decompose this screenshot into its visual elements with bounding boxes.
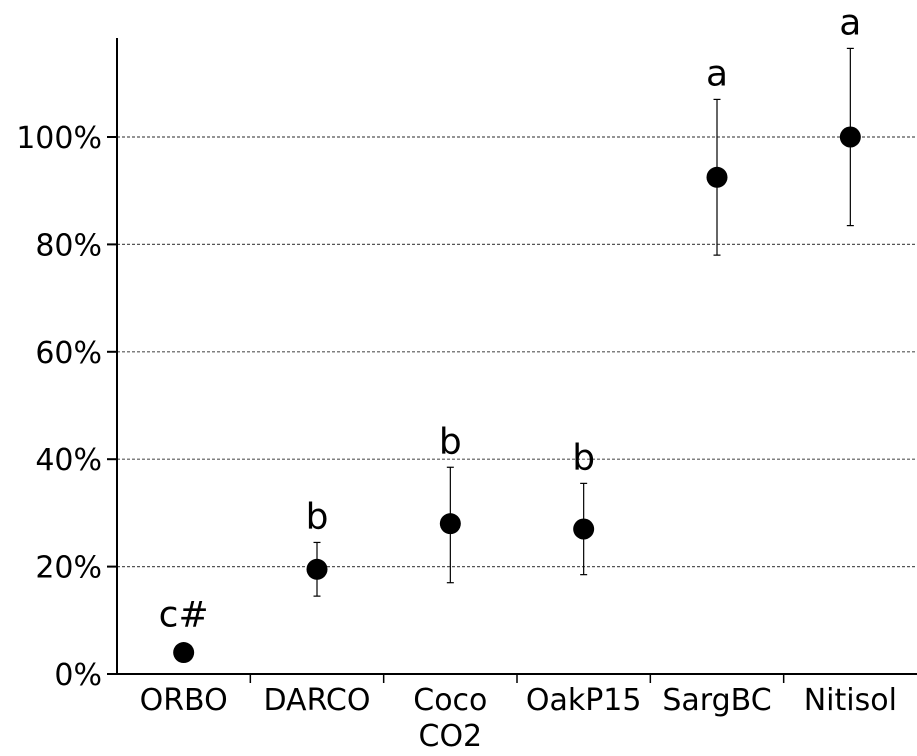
significance-label: b [306, 496, 329, 537]
y-tick-label: 100% [16, 121, 102, 156]
error-bars [313, 47, 854, 597]
y-tick-label: 60% [35, 336, 102, 371]
x-tick-label: Nitisol [804, 683, 897, 718]
data-points [173, 126, 861, 664]
data-point [839, 126, 861, 148]
x-tick-label: DARCO [263, 683, 370, 718]
x-tick-label: OakP15 [526, 683, 642, 718]
y-tick-label: 80% [35, 228, 102, 263]
gridlines [117, 136, 917, 568]
y-tick-labels: 0% 20% 40% 60% 80% 100% [16, 121, 102, 693]
significance-label: a [839, 2, 861, 43]
significance-label: b [439, 421, 462, 462]
x-tick-label: CO2 [419, 719, 483, 754]
data-point [706, 166, 728, 188]
x-tick-label: Coco [413, 683, 487, 718]
axes [107, 38, 917, 683]
data-point [439, 513, 461, 535]
y-tick-label: 20% [35, 551, 102, 586]
data-point [573, 518, 595, 540]
significance-label: b [572, 437, 595, 478]
y-tick-label: 40% [35, 443, 102, 478]
x-tick-label: ORBO [140, 683, 228, 718]
significance-labels: c# b b b a a [159, 2, 862, 635]
y-tick-label: 0% [54, 658, 102, 693]
x-tick-label: SargBC [662, 683, 771, 718]
data-point [306, 558, 328, 580]
significance-label: a [706, 53, 728, 94]
significance-label: c# [159, 595, 209, 636]
data-point [173, 642, 195, 664]
